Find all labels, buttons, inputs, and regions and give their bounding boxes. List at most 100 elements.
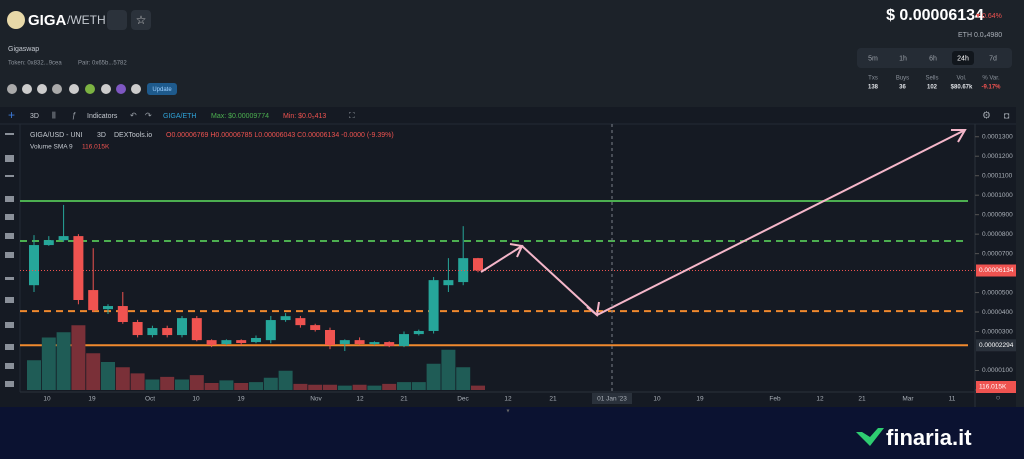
camera[interactable]: ◘ <box>1004 110 1010 120</box>
chart-interval: 3D <box>97 132 106 139</box>
candle-body <box>236 340 247 344</box>
timeframe[interactable]: 7d <box>989 55 997 62</box>
x-tick-label: 19 <box>237 396 245 403</box>
volume-tag <box>976 381 1016 393</box>
volume-bar <box>130 373 145 390</box>
drawing-tools[interactable] <box>5 133 14 387</box>
volume-tag-label: 116.015K <box>979 384 1007 391</box>
x-tick-label: 01 Jan '23 <box>597 396 627 403</box>
x-tick-label: 12 <box>816 396 824 403</box>
update-button[interactable] <box>147 83 177 95</box>
brand-logo <box>856 428 884 446</box>
volume-bar <box>189 375 204 390</box>
token-name: GIGA <box>28 12 67 29</box>
volume-bar <box>204 383 219 390</box>
candle-body <box>354 340 365 345</box>
volume-bar <box>471 385 485 390</box>
candle-body <box>147 328 158 336</box>
candle-body <box>251 337 261 343</box>
candle-body <box>29 245 39 286</box>
fullscreen[interactable]: ⛶ <box>348 111 355 120</box>
level-label: 0.00002294 <box>979 342 1014 349</box>
candle-body <box>43 240 54 246</box>
x-tick-label: Nov <box>310 396 322 403</box>
stat-label: % Var. <box>982 76 1000 82</box>
stat-value: 36 <box>899 85 906 91</box>
icon-button[interactable] <box>107 10 127 30</box>
volume-bar <box>86 353 101 390</box>
indicators[interactable]: Indicators <box>87 113 118 120</box>
candle-body <box>413 330 424 335</box>
y-tick-label: 0.0001200 <box>982 153 1013 160</box>
x-tick-label: 19 <box>696 396 704 403</box>
volume-bar <box>441 349 456 390</box>
x-tick-label: 21 <box>400 396 408 403</box>
candle-body <box>369 342 380 345</box>
volume-label: Volume SMA 9 <box>30 144 73 151</box>
candle-body <box>191 318 202 341</box>
level-tag <box>976 339 1016 352</box>
logo <box>7 11 25 29</box>
toolbar-pair: GIGA/ETH <box>163 113 196 120</box>
annotation-arrows <box>480 129 967 317</box>
crosshair-icon[interactable]: + <box>8 108 15 122</box>
candle-body <box>295 318 306 326</box>
star-icon: ☆ <box>136 13 147 27</box>
update-label: Update <box>152 87 172 93</box>
chart-title: GIGA/USD - UNI <box>30 132 83 139</box>
collapse-handle[interactable]: ▾ <box>506 409 509 415</box>
price: $ 0.00006134 <box>886 7 984 24</box>
y-tick-label: 0.0000500 <box>982 289 1013 296</box>
timeframe[interactable]: 1h <box>899 55 907 62</box>
candle-body <box>221 340 232 345</box>
edge <box>1016 107 1024 407</box>
volume-bar <box>41 337 56 390</box>
chart-source: DEXTools.io <box>114 132 152 139</box>
volume-bar <box>234 383 249 390</box>
timeframe[interactable]: 6h <box>929 55 937 62</box>
brand: finaria.it <box>886 425 972 450</box>
y-tick-label: 0.0000300 <box>982 328 1013 335</box>
volume-bar <box>352 384 367 390</box>
volume-bar <box>456 367 471 390</box>
volume-bar <box>278 370 293 390</box>
price-change: 0.64% <box>982 13 1002 20</box>
timeframe[interactable]: 5m <box>868 55 878 62</box>
x-tick-label: 12 <box>356 396 364 403</box>
volume-bar <box>115 367 130 390</box>
stat-label: Sells <box>925 76 938 82</box>
change-arrow: ▾ <box>976 11 980 20</box>
stat-label: Txs <box>868 76 878 82</box>
min-price: Min: $0.0₅413 <box>283 113 326 120</box>
interval[interactable]: 3D <box>30 113 39 120</box>
axis-settings[interactable]: ○ <box>996 393 1001 402</box>
candle-icon[interactable]: ⫴ <box>52 110 56 120</box>
candle-body <box>88 290 99 311</box>
volume-bar <box>323 384 337 390</box>
max-price: Max: $0.00009774 <box>211 113 269 120</box>
redo[interactable]: ↷ <box>145 111 152 120</box>
stat-value: 138 <box>868 85 879 91</box>
candle-body <box>428 280 439 331</box>
settings[interactable]: ⚙ <box>982 111 991 122</box>
candle-body <box>265 320 276 341</box>
volume-bar <box>426 363 441 390</box>
candle-body <box>280 316 291 321</box>
timeframe[interactable]: 24h <box>957 55 969 62</box>
star-button[interactable] <box>131 10 151 30</box>
volume-bar <box>56 332 71 390</box>
ohlc: O0.00006769 H0.00006785 L0.00006043 C0.0… <box>166 132 394 139</box>
volume-sma: 116.015K <box>82 144 110 151</box>
undo[interactable]: ↶ <box>130 111 137 120</box>
candle-body <box>384 342 395 346</box>
last-price-tag <box>976 264 1016 277</box>
volume-bar <box>249 382 263 390</box>
candle-body <box>206 340 217 345</box>
token-pair: /WETH <box>67 13 106 27</box>
candle-body <box>117 306 128 323</box>
y-tick-label: 0.0001100 <box>982 172 1013 179</box>
x-tick-label: 10 <box>653 396 661 403</box>
exchange: Gigaswap <box>8 46 39 53</box>
